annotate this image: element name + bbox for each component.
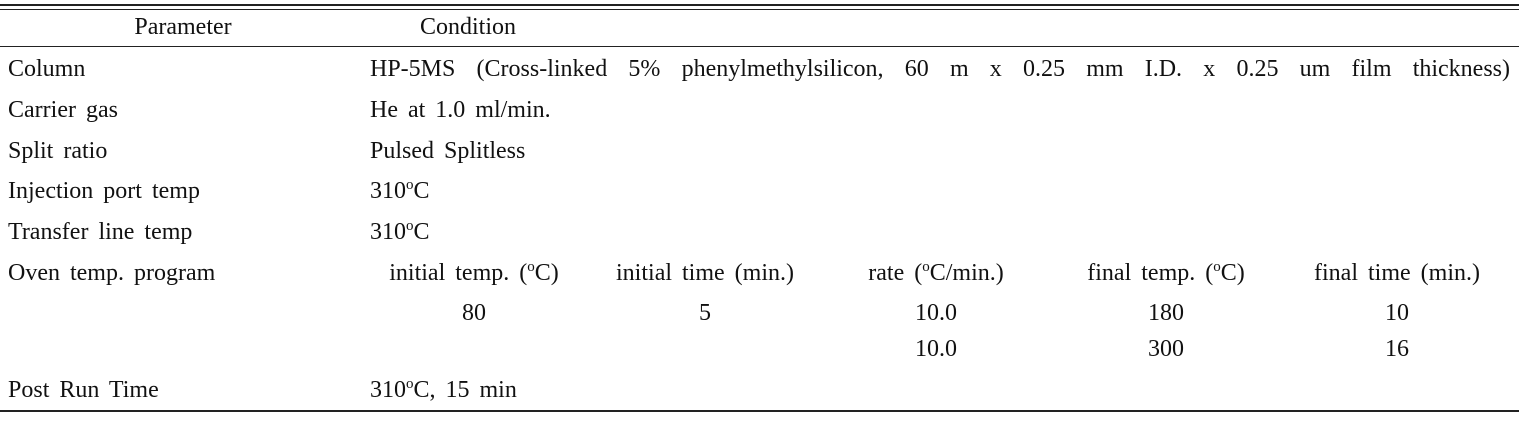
top-rule bbox=[0, 4, 1519, 6]
bottom-rule bbox=[0, 410, 1519, 412]
oven-column-header: final temp. (oC) bbox=[1046, 258, 1286, 288]
condition-cell: He at 1.0 ml/min. bbox=[370, 95, 551, 125]
parameter-cell: Split ratio bbox=[8, 138, 108, 164]
text-segment: C bbox=[413, 219, 430, 245]
text-segment: C/min.) bbox=[929, 260, 1004, 286]
text-segment: o bbox=[406, 177, 414, 193]
condition-cell: Pulsed Splitless bbox=[370, 136, 525, 166]
oven-column-header: initial temp. (oC) bbox=[354, 258, 594, 288]
condition-cell: 310oC bbox=[370, 176, 430, 206]
oven-column-header: initial time (min.) bbox=[585, 258, 825, 288]
header-rule bbox=[0, 46, 1519, 47]
text-segment: initial temp. ( bbox=[389, 260, 528, 286]
text-segment: C) bbox=[1220, 260, 1245, 286]
oven-column-header: final time (min.) bbox=[1277, 258, 1517, 288]
text-segment: C bbox=[413, 178, 430, 204]
text-segment: final temp. ( bbox=[1087, 260, 1214, 286]
header-cell: Condition bbox=[420, 14, 517, 40]
text-segment: 310 bbox=[370, 219, 406, 245]
oven-value: 10.0 bbox=[915, 336, 957, 362]
header-cell: Parameter bbox=[134, 14, 232, 40]
text-segment: o bbox=[922, 259, 930, 275]
text-segment: final time (min.) bbox=[1314, 260, 1480, 286]
text-segment: o bbox=[406, 376, 414, 392]
parameter-cell: Post Run Time bbox=[8, 377, 159, 403]
parameter-cell: Carrier gas bbox=[8, 97, 118, 123]
oven-value: 10.0 bbox=[915, 300, 957, 326]
oven-value: 80 bbox=[462, 300, 486, 326]
condition-cell: 310oC, 15 min bbox=[370, 375, 517, 405]
text-segment: C, 15 min bbox=[413, 377, 517, 403]
oven-value: 300 bbox=[1148, 336, 1184, 362]
oven-column-header: rate (oC/min.) bbox=[816, 258, 1056, 288]
text-segment: Pulsed Splitless bbox=[370, 138, 526, 164]
text-segment: o bbox=[406, 218, 414, 234]
parameter-cell: Oven temp. program bbox=[8, 260, 216, 286]
oven-value: 10 bbox=[1385, 300, 1409, 326]
oven-value: 180 bbox=[1148, 300, 1184, 326]
parameter-cell: Injection port temp bbox=[8, 178, 200, 204]
parameter-cell: Column bbox=[8, 56, 86, 82]
text-segment: 310 bbox=[370, 377, 406, 403]
text-segment: o bbox=[527, 259, 535, 275]
text-segment: C) bbox=[534, 260, 559, 286]
condition-cell: 310oC bbox=[370, 217, 430, 247]
text-segment: o bbox=[1213, 259, 1221, 275]
oven-value: 16 bbox=[1385, 336, 1409, 362]
text-segment: HP-5MS (Cross-linked 5% phenylmethylsili… bbox=[370, 56, 1510, 82]
text-segment: 310 bbox=[370, 178, 406, 204]
condition-cell: HP-5MS (Cross-linked 5% phenylmethylsili… bbox=[370, 54, 1510, 84]
parameter-cell: Transfer line temp bbox=[8, 219, 193, 245]
top-rule bbox=[0, 9, 1519, 10]
text-segment: initial time (min.) bbox=[616, 260, 794, 286]
text-segment: He at 1.0 ml/min. bbox=[370, 97, 551, 123]
oven-value: 5 bbox=[699, 300, 711, 326]
text-segment: rate ( bbox=[868, 260, 923, 286]
